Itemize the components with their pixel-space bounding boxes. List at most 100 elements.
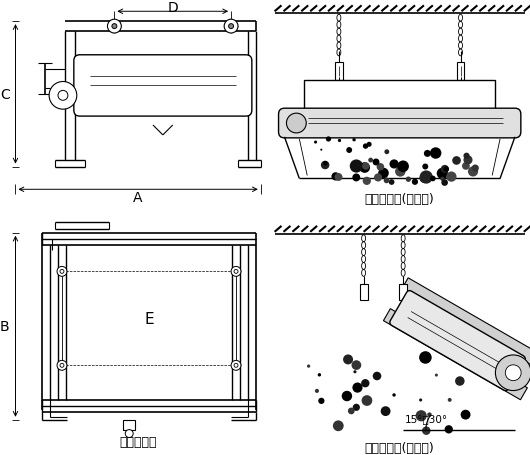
- Circle shape: [224, 20, 238, 34]
- Circle shape: [326, 137, 331, 142]
- Circle shape: [361, 395, 372, 406]
- Circle shape: [367, 142, 372, 147]
- Circle shape: [323, 162, 328, 166]
- Circle shape: [231, 360, 241, 370]
- Circle shape: [381, 406, 391, 416]
- Circle shape: [363, 144, 368, 150]
- Circle shape: [419, 351, 432, 364]
- Circle shape: [354, 370, 357, 374]
- Circle shape: [388, 180, 394, 186]
- Circle shape: [416, 410, 427, 421]
- Circle shape: [342, 391, 352, 401]
- Circle shape: [362, 163, 369, 170]
- Circle shape: [384, 150, 389, 155]
- Bar: [304, 81, 495, 113]
- Circle shape: [440, 177, 445, 182]
- Circle shape: [359, 163, 370, 173]
- Bar: [123, 420, 135, 430]
- FancyBboxPatch shape: [390, 291, 525, 391]
- Circle shape: [108, 20, 121, 34]
- Circle shape: [351, 360, 361, 370]
- Circle shape: [374, 174, 382, 182]
- Circle shape: [430, 148, 441, 159]
- Circle shape: [430, 176, 436, 182]
- Circle shape: [350, 160, 363, 173]
- Circle shape: [352, 174, 360, 182]
- Circle shape: [352, 383, 363, 393]
- Circle shape: [446, 172, 456, 182]
- Circle shape: [468, 167, 478, 177]
- Circle shape: [49, 82, 77, 110]
- Bar: [383, 309, 527, 400]
- Circle shape: [346, 148, 352, 154]
- Circle shape: [334, 174, 342, 182]
- Circle shape: [314, 141, 317, 144]
- Circle shape: [321, 162, 329, 170]
- Circle shape: [448, 398, 452, 402]
- Circle shape: [320, 149, 322, 152]
- Circle shape: [361, 379, 369, 388]
- Text: 安装示意图(倾斜式): 安装示意图(倾斜式): [365, 441, 435, 454]
- Circle shape: [441, 180, 448, 187]
- Circle shape: [384, 178, 390, 184]
- Circle shape: [424, 151, 431, 157]
- Text: C: C: [0, 88, 10, 101]
- Circle shape: [472, 165, 479, 172]
- Circle shape: [496, 355, 530, 391]
- Circle shape: [57, 360, 67, 370]
- Bar: [399, 284, 407, 300]
- FancyBboxPatch shape: [279, 109, 521, 139]
- Text: 安装示意图(水平式): 安装示意图(水平式): [365, 192, 435, 205]
- Text: 外形尺寸图: 外形尺寸图: [119, 435, 157, 448]
- Circle shape: [373, 372, 381, 380]
- Circle shape: [455, 376, 465, 386]
- Circle shape: [368, 158, 373, 163]
- Circle shape: [392, 394, 396, 397]
- Circle shape: [317, 373, 321, 377]
- Circle shape: [461, 410, 471, 420]
- Text: E: E: [144, 311, 154, 326]
- Circle shape: [318, 398, 324, 404]
- Circle shape: [435, 374, 438, 377]
- Circle shape: [377, 164, 384, 171]
- Circle shape: [228, 25, 234, 30]
- Circle shape: [445, 425, 453, 434]
- Circle shape: [463, 153, 470, 160]
- Text: 15°～30°: 15°～30°: [404, 413, 447, 423]
- Circle shape: [420, 171, 433, 184]
- Circle shape: [234, 364, 238, 368]
- Circle shape: [331, 173, 340, 181]
- Circle shape: [378, 168, 389, 179]
- Circle shape: [505, 365, 521, 381]
- Circle shape: [422, 426, 430, 435]
- Circle shape: [419, 399, 422, 402]
- Circle shape: [427, 413, 432, 417]
- Circle shape: [420, 174, 429, 183]
- Circle shape: [60, 364, 64, 368]
- Circle shape: [390, 160, 399, 169]
- Circle shape: [307, 364, 310, 368]
- Circle shape: [333, 420, 343, 431]
- Circle shape: [57, 267, 67, 277]
- Circle shape: [462, 163, 470, 171]
- Circle shape: [343, 354, 353, 364]
- Text: B: B: [0, 319, 10, 334]
- Circle shape: [395, 167, 405, 177]
- Circle shape: [463, 156, 473, 165]
- Circle shape: [437, 168, 448, 180]
- Circle shape: [441, 166, 449, 174]
- Circle shape: [112, 25, 117, 30]
- Circle shape: [315, 389, 319, 393]
- Bar: [360, 284, 368, 300]
- Circle shape: [348, 408, 355, 415]
- Circle shape: [452, 157, 461, 166]
- Circle shape: [405, 177, 411, 182]
- Circle shape: [286, 114, 306, 134]
- Circle shape: [373, 159, 379, 166]
- Circle shape: [234, 270, 238, 274]
- Bar: [401, 278, 530, 369]
- Bar: [456, 63, 464, 81]
- Circle shape: [58, 91, 68, 101]
- Circle shape: [458, 349, 471, 362]
- Circle shape: [125, 430, 133, 438]
